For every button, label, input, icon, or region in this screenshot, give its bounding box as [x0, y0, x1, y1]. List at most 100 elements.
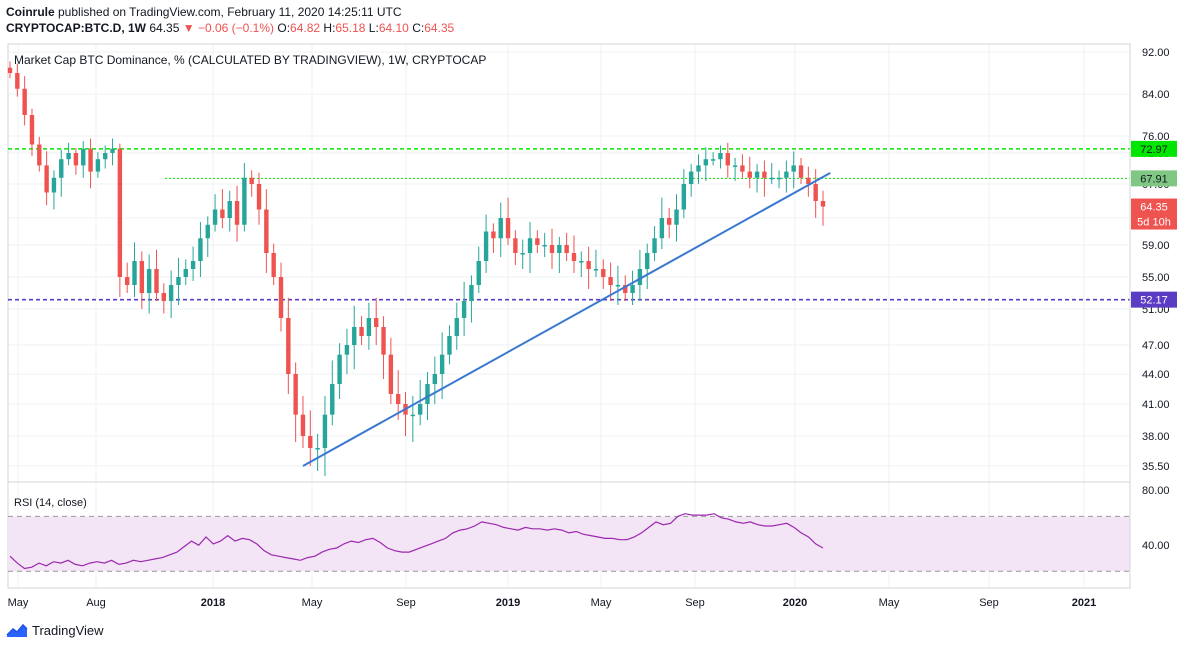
candle-body: [652, 238, 657, 253]
rsi-pane[interactable]: RSI (14, close): [8, 497, 1130, 572]
candle-body: [527, 238, 533, 253]
candle-body: [417, 404, 423, 415]
candle-body: [286, 318, 291, 374]
candle-body: [586, 261, 591, 269]
candle-body: [593, 269, 599, 271]
time-tick-label: Sep: [396, 597, 416, 609]
candle-body: [571, 253, 577, 261]
candle-body: [190, 261, 196, 269]
candle-body: [791, 165, 796, 172]
time-tick-label: May: [879, 597, 900, 609]
candle-body: [344, 345, 350, 355]
candle-body: [784, 171, 789, 178]
candle-body: [359, 327, 364, 336]
rsi-label: RSI (14, close): [14, 497, 87, 509]
time-tick-label: Sep: [979, 597, 999, 609]
level-price-tag: [1131, 140, 1177, 157]
candle-body: [645, 253, 650, 269]
candle-body: [674, 209, 679, 225]
down-arrow-icon: ▼: [182, 21, 195, 35]
candle-body: [776, 177, 782, 180]
last-price-tag: [1131, 198, 1177, 230]
candle-body: [15, 73, 20, 89]
high-value: 65.18: [335, 21, 366, 35]
open-value: 64.82: [290, 21, 321, 35]
candle-body: [29, 115, 35, 145]
publisher-name[interactable]: Coinrule: [6, 5, 55, 19]
candle-body: [725, 153, 730, 166]
candle-body: [271, 253, 276, 277]
candle-body: [476, 261, 481, 285]
time-tick-label: 2018: [201, 597, 225, 609]
publish-line: Coinrule published on TradingView.com, F…: [6, 4, 454, 20]
last-price-tag-countdown: 5d 10h: [1137, 217, 1171, 229]
candle-body: [154, 269, 159, 293]
candle-body: [557, 245, 562, 253]
trendline[interactable]: [302, 171, 831, 467]
candle-body: [637, 269, 643, 285]
candle-body: [395, 394, 401, 404]
chart-title: Market Cap BTC Dominance, % (CALCULATED …: [14, 53, 486, 67]
candle-body: [374, 318, 379, 327]
symbol-label[interactable]: CRYPTOCAP:BTC.D, 1W: [6, 21, 147, 35]
candle-body: [410, 414, 416, 417]
time-tick-label: Sep: [685, 597, 705, 609]
candle-body: [117, 148, 123, 277]
candle-body: [388, 354, 394, 394]
candle-body: [718, 153, 723, 160]
candle-body: [681, 184, 687, 210]
rsi-tick-label: 80.00: [1142, 485, 1170, 497]
candle-body: [337, 354, 342, 384]
candle-body: [666, 218, 672, 225]
candle-body: [124, 277, 130, 285]
time-axis[interactable]: May Aug 2018 May Sep 2019 May Sep 2020 May Sep 2021: [8, 597, 1097, 609]
time-tick-label: May: [591, 597, 612, 609]
time-tick-label: Aug: [86, 597, 106, 609]
price-tick-label: 38.00: [1142, 431, 1170, 443]
candle-body: [798, 165, 804, 178]
publish-text: published on TradingView.com, February 1…: [54, 5, 402, 19]
price-axis[interactable]: 92.0084.0076.0072.0067.0063.0059.0055.00…: [1129, 44, 1170, 588]
horizontal-levels[interactable]: [8, 148, 1130, 301]
close-label: C:: [412, 21, 425, 35]
trendline-segment: [302, 171, 831, 467]
candle-body: [425, 384, 430, 404]
candle-body: [139, 261, 145, 293]
candle-body: [44, 165, 49, 193]
rsi-line: [9, 513, 824, 570]
candle-body: [710, 159, 716, 161]
candle-body: [161, 293, 167, 301]
candle-body: [308, 436, 313, 448]
candle-body: [132, 261, 137, 285]
price-tick-label: 92.00: [1142, 47, 1170, 59]
candle-body: [59, 159, 64, 178]
candle-body: [491, 231, 496, 239]
candle-body: [564, 245, 569, 253]
footer-brand[interactable]: TradingView: [32, 622, 104, 638]
candle-body: [732, 165, 738, 167]
price-tick-label: 47.00: [1142, 340, 1170, 352]
plot-border: [7, 43, 1131, 589]
candle-body: [579, 261, 584, 263]
candle-body: [754, 171, 760, 178]
low-value: 64.10: [378, 21, 409, 35]
candle-body: [615, 285, 621, 287]
time-tick-label: 2019: [496, 597, 520, 609]
price-tick-label: 59.00: [1142, 240, 1170, 252]
candle-body: [212, 209, 218, 225]
candle-body: [168, 285, 174, 301]
rsi-band: [8, 516, 1130, 572]
candle-body: [183, 269, 188, 277]
open-label: O:: [277, 21, 291, 35]
time-tick-label: 2020: [783, 597, 807, 609]
candles[interactable]: [7, 61, 826, 476]
tradingview-logo-icon[interactable]: [6, 622, 28, 638]
candle-body: [66, 153, 71, 160]
candle-body: [81, 148, 86, 166]
candle-body: [315, 448, 320, 450]
candle-body: [688, 171, 694, 184]
candle-body: [95, 159, 101, 172]
candle-body: [293, 374, 298, 415]
candle-body: [242, 177, 247, 225]
